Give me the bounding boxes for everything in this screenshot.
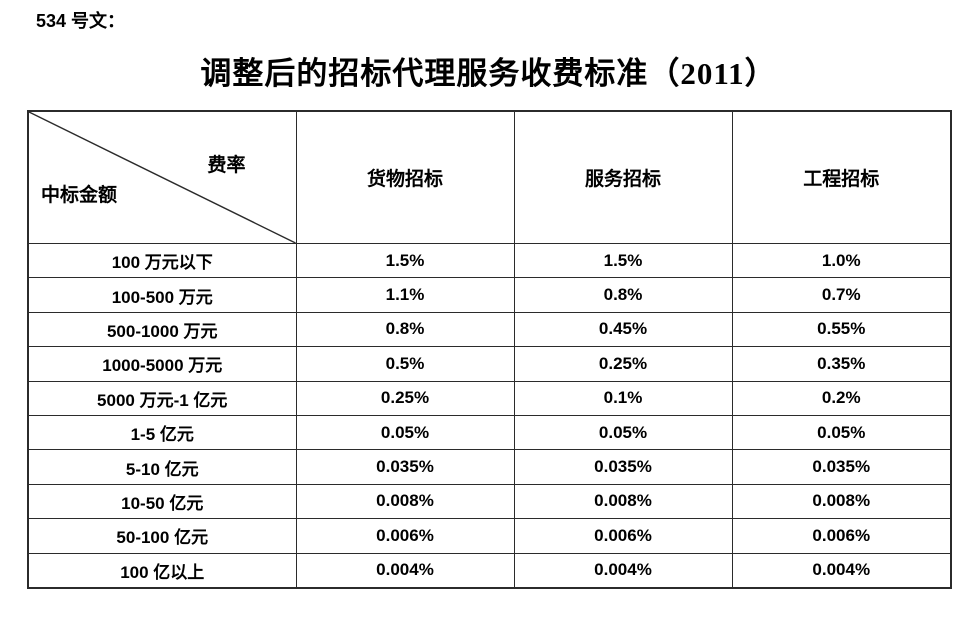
rate-cell: 1.1% bbox=[295, 277, 515, 313]
fee-table: 费率 中标金额 货物招标 服务招标 工程招标 100 万元以下 1.5% 1.5% 1… bbox=[27, 110, 952, 589]
bid-amount-cell: 1-5 亿元 bbox=[27, 414, 297, 451]
table-row: 100-500 万元 1.1% 0.8% 0.7% bbox=[27, 277, 952, 313]
rate-cell: 0.006% bbox=[295, 518, 515, 554]
rate-cell: 0.8% bbox=[295, 311, 515, 348]
bid-amount-cell: 100 万元以下 bbox=[27, 242, 297, 279]
table-row: 1-5 亿元 0.05% 0.05% 0.05% bbox=[27, 414, 952, 451]
rate-cell: 0.35% bbox=[731, 346, 952, 382]
rate-cell: 0.8% bbox=[513, 277, 733, 313]
column-header-goods-tender: 货物招标 bbox=[295, 110, 515, 244]
fee-rate-label: 费率 bbox=[207, 155, 246, 176]
rate-cell: 0.006% bbox=[513, 518, 733, 554]
page-title: 调整后的招标代理服务收费标准（2011） bbox=[200, 56, 777, 91]
rate-cell: 0.035% bbox=[295, 449, 515, 485]
fee-table-body: 100 万元以下 1.5% 1.5% 1.0% 100-500 万元 1.1% 0.8% 0.… bbox=[27, 242, 952, 589]
header-row: 费率 中标金额 货物招标 服务招标 工程招标 bbox=[27, 110, 952, 244]
table-row: 100 万元以下 1.5% 1.5% 1.0% bbox=[27, 242, 952, 279]
column-header-engineering-tender: 工程招标 bbox=[731, 110, 952, 244]
bid-amount-cell: 100 亿以上 bbox=[27, 552, 297, 589]
table-row: 50-100 亿元 0.006% 0.006% 0.006% bbox=[27, 518, 952, 554]
bid-amount-cell: 5-10 亿元 bbox=[27, 449, 297, 485]
rate-cell: 0.035% bbox=[513, 449, 733, 485]
rate-cell: 0.25% bbox=[295, 380, 515, 416]
rate-cell: 0.7% bbox=[731, 277, 952, 313]
table-row: 5-10 亿元 0.035% 0.035% 0.035% bbox=[27, 449, 952, 485]
rate-cell: 0.006% bbox=[731, 518, 952, 554]
rate-cell: 0.004% bbox=[731, 552, 952, 589]
bid-amount-cell: 100-500 万元 bbox=[27, 277, 297, 313]
bid-amount-cell: 50-100 亿元 bbox=[27, 518, 297, 554]
rate-cell: 0.008% bbox=[295, 483, 515, 520]
diagonal-divider-line bbox=[29, 112, 296, 243]
rate-cell: 0.1% bbox=[513, 380, 733, 416]
rate-cell: 0.004% bbox=[295, 552, 515, 589]
table-row: 10-50 亿元 0.008% 0.008% 0.008% bbox=[27, 483, 952, 520]
rate-cell: 0.035% bbox=[731, 449, 952, 485]
column-header-service-tender: 服务招标 bbox=[513, 110, 733, 244]
rate-cell: 0.25% bbox=[513, 346, 733, 382]
rate-cell: 0.5% bbox=[295, 346, 515, 382]
bid-amount-cell: 500-1000 万元 bbox=[27, 311, 297, 348]
table-row: 500-1000 万元 0.8% 0.45% 0.55% bbox=[27, 311, 952, 348]
corner-header-cell: 费率 中标金额 bbox=[27, 110, 297, 244]
rate-cell: 0.05% bbox=[295, 414, 515, 451]
bid-amount-cell: 10-50 亿元 bbox=[27, 483, 297, 520]
rate-cell: 1.5% bbox=[295, 242, 515, 279]
table-row: 1000-5000 万元 0.5% 0.25% 0.35% bbox=[27, 346, 952, 382]
table-row: 100 亿以上 0.004% 0.004% 0.004% bbox=[27, 552, 952, 589]
bid-amount-cell: 5000 万元-1 亿元 bbox=[27, 380, 297, 416]
rate-cell: 1.5% bbox=[513, 242, 733, 279]
rate-cell: 1.0% bbox=[731, 242, 952, 279]
rate-cell: 0.05% bbox=[731, 414, 952, 451]
rate-cell: 0.008% bbox=[731, 483, 952, 520]
table-row: 5000 万元-1 亿元 0.25% 0.1% 0.2% bbox=[27, 380, 952, 416]
bid-amount-cell: 1000-5000 万元 bbox=[27, 346, 297, 382]
bid-amount-label: 中标金额 bbox=[41, 185, 118, 206]
rate-cell: 0.004% bbox=[513, 552, 733, 589]
rate-cell: 0.2% bbox=[731, 380, 952, 416]
rate-cell: 0.55% bbox=[731, 311, 952, 348]
doc-number: 534 号文： bbox=[36, 11, 126, 31]
rate-cell: 0.45% bbox=[513, 311, 733, 348]
rate-cell: 0.008% bbox=[513, 483, 733, 520]
rate-cell: 0.05% bbox=[513, 414, 733, 451]
